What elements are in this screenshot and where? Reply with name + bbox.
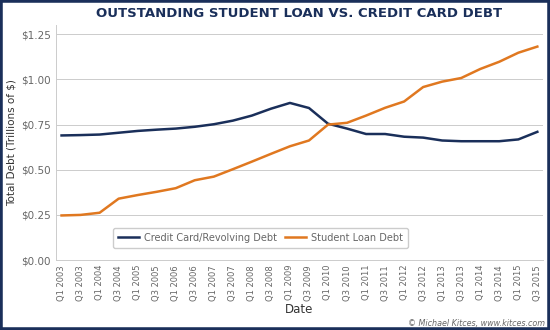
Credit Card/Revolving Debt bbox=[344, 127, 350, 131]
Student Loan Debt bbox=[382, 106, 388, 110]
Credit Card/Revolving Debt bbox=[58, 133, 65, 137]
Credit Card/Revolving Debt bbox=[96, 133, 103, 137]
Legend: Credit Card/Revolving Debt, Student Loan Debt: Credit Card/Revolving Debt, Student Loan… bbox=[113, 228, 408, 248]
Credit Card/Revolving Debt bbox=[477, 139, 483, 143]
Credit Card/Revolving Debt bbox=[173, 127, 179, 131]
Credit Card/Revolving Debt bbox=[211, 122, 217, 126]
Student Loan Debt bbox=[401, 100, 408, 104]
Student Loan Debt bbox=[78, 213, 84, 217]
Title: OUTSTANDING STUDENT LOAN VS. CREDIT CARD DEBT: OUTSTANDING STUDENT LOAN VS. CREDIT CARD… bbox=[96, 7, 503, 20]
Credit Card/Revolving Debt bbox=[363, 132, 370, 136]
Credit Card/Revolving Debt bbox=[458, 139, 465, 143]
Credit Card/Revolving Debt bbox=[78, 133, 84, 137]
Student Loan Debt bbox=[134, 193, 141, 197]
Y-axis label: Total Debt (Trillions of $): Total Debt (Trillions of $) bbox=[7, 79, 17, 206]
Student Loan Debt bbox=[534, 45, 541, 49]
Student Loan Debt bbox=[229, 167, 236, 171]
Student Loan Debt bbox=[173, 186, 179, 190]
Line: Student Loan Debt: Student Loan Debt bbox=[62, 47, 537, 215]
Credit Card/Revolving Debt bbox=[268, 107, 274, 111]
Credit Card/Revolving Debt bbox=[382, 132, 388, 136]
Student Loan Debt bbox=[116, 197, 122, 201]
X-axis label: Date: Date bbox=[285, 304, 313, 316]
Credit Card/Revolving Debt bbox=[515, 137, 521, 141]
Credit Card/Revolving Debt bbox=[420, 136, 426, 140]
Student Loan Debt bbox=[153, 190, 160, 194]
Student Loan Debt bbox=[439, 80, 446, 83]
Student Loan Debt bbox=[249, 160, 255, 164]
Credit Card/Revolving Debt bbox=[287, 101, 293, 105]
Credit Card/Revolving Debt bbox=[153, 128, 160, 132]
Line: Credit Card/Revolving Debt: Credit Card/Revolving Debt bbox=[62, 103, 537, 141]
Credit Card/Revolving Debt bbox=[306, 106, 312, 110]
Text: © Michael Kitces, www.kitces.com: © Michael Kitces, www.kitces.com bbox=[408, 319, 544, 328]
Student Loan Debt bbox=[344, 121, 350, 125]
Credit Card/Revolving Debt bbox=[191, 125, 198, 129]
Credit Card/Revolving Debt bbox=[439, 139, 446, 143]
Student Loan Debt bbox=[306, 139, 312, 143]
Student Loan Debt bbox=[515, 51, 521, 55]
Student Loan Debt bbox=[58, 214, 65, 217]
Student Loan Debt bbox=[363, 114, 370, 117]
Student Loan Debt bbox=[268, 152, 274, 156]
Student Loan Debt bbox=[191, 178, 198, 182]
Student Loan Debt bbox=[496, 60, 503, 64]
Student Loan Debt bbox=[287, 144, 293, 148]
Credit Card/Revolving Debt bbox=[116, 131, 122, 135]
Student Loan Debt bbox=[458, 76, 465, 80]
Credit Card/Revolving Debt bbox=[134, 129, 141, 133]
Student Loan Debt bbox=[420, 85, 426, 89]
Credit Card/Revolving Debt bbox=[534, 130, 541, 134]
Credit Card/Revolving Debt bbox=[401, 135, 408, 139]
Credit Card/Revolving Debt bbox=[496, 139, 503, 143]
Student Loan Debt bbox=[477, 67, 483, 71]
Credit Card/Revolving Debt bbox=[229, 119, 236, 123]
Student Loan Debt bbox=[324, 123, 331, 127]
Credit Card/Revolving Debt bbox=[249, 114, 255, 117]
Credit Card/Revolving Debt bbox=[324, 122, 331, 126]
Student Loan Debt bbox=[96, 211, 103, 215]
Student Loan Debt bbox=[211, 175, 217, 179]
